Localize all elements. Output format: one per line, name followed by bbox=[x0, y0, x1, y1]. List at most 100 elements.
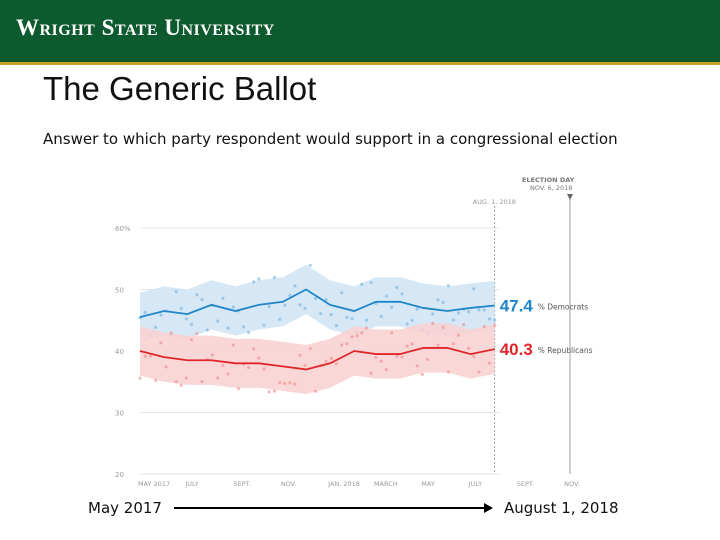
democrat-value-label: 47.4 bbox=[500, 296, 534, 315]
poll-dot bbox=[221, 363, 225, 367]
poll-dot bbox=[283, 381, 287, 386]
poll-dot bbox=[303, 306, 307, 310]
x-tick-label: MAY 2017 bbox=[138, 480, 170, 488]
poll-dot bbox=[410, 318, 414, 322]
poll-dot bbox=[431, 312, 435, 316]
poll-dot bbox=[340, 343, 344, 347]
poll-dot bbox=[267, 390, 271, 394]
x-tick-label: JULY bbox=[184, 480, 198, 488]
poll-dot bbox=[482, 308, 486, 312]
slide-subtitle: Answer to which party respondent would s… bbox=[43, 130, 618, 148]
poll-dot bbox=[360, 331, 364, 335]
poll-dot bbox=[467, 346, 471, 350]
poll-dot bbox=[405, 322, 409, 326]
poll-dot bbox=[324, 359, 328, 363]
poll-dot bbox=[334, 324, 339, 328]
poll-dot bbox=[493, 323, 497, 327]
poll-dot bbox=[482, 324, 486, 329]
poll-dot bbox=[395, 354, 399, 358]
poll-dot bbox=[384, 367, 389, 372]
x-tick-label: JULY bbox=[468, 480, 482, 488]
poll-dot bbox=[415, 307, 419, 311]
poll-dot bbox=[169, 331, 173, 335]
poll-dot bbox=[138, 376, 142, 380]
y-tick-label: 30 bbox=[115, 410, 124, 418]
poll-dot bbox=[446, 370, 450, 374]
poll-dot bbox=[293, 382, 297, 386]
poll-dot bbox=[200, 379, 204, 384]
poll-dot bbox=[451, 342, 456, 346]
poll-dot bbox=[205, 328, 209, 332]
poll-dot bbox=[195, 293, 199, 297]
poll-dot bbox=[184, 376, 188, 380]
republican-range-band bbox=[140, 323, 495, 395]
poll-dot bbox=[334, 362, 339, 366]
poll-dot bbox=[159, 341, 163, 345]
poll-dot bbox=[159, 313, 163, 317]
poll-dot bbox=[345, 315, 349, 319]
poll-dot bbox=[143, 310, 147, 315]
poll-dot bbox=[467, 310, 471, 314]
poll-dot bbox=[355, 334, 359, 338]
poll-dot bbox=[262, 323, 266, 327]
poll-dot bbox=[148, 354, 153, 358]
poll-dot bbox=[345, 342, 349, 346]
poll-dot bbox=[379, 314, 383, 319]
poll-dot bbox=[262, 367, 266, 371]
poll-dot bbox=[369, 371, 373, 375]
poll-dot bbox=[350, 317, 354, 321]
x-tick-label: MARCH bbox=[374, 480, 398, 488]
republican-series-label: % Republicans bbox=[538, 346, 593, 355]
poll-dot bbox=[313, 296, 318, 301]
poll-dot bbox=[390, 331, 394, 335]
poll-dot bbox=[379, 359, 383, 363]
y-tick-label: 40 bbox=[115, 348, 124, 356]
poll-dot bbox=[340, 291, 344, 295]
poll-dot bbox=[179, 306, 183, 310]
poll-dot bbox=[154, 325, 158, 329]
election-day-label: ELECTION DAY bbox=[522, 176, 575, 184]
poll-dot bbox=[267, 305, 271, 309]
poll-dot bbox=[441, 300, 445, 304]
poll-dot bbox=[164, 365, 168, 369]
university-logo-text: Wright State University bbox=[16, 15, 275, 40]
poll-dot bbox=[313, 389, 318, 393]
poll-dot bbox=[195, 331, 199, 336]
poll-dot bbox=[431, 321, 435, 325]
poll-dot bbox=[216, 319, 220, 323]
x-tick-label: JAN. 2018 bbox=[327, 480, 360, 488]
poll-dot bbox=[278, 380, 282, 385]
poll-dot bbox=[247, 330, 251, 335]
poll-dot bbox=[298, 353, 302, 357]
poll-dot bbox=[303, 363, 307, 368]
poll-dot bbox=[415, 364, 419, 368]
poll-dot bbox=[293, 284, 297, 288]
timeline-start-label: May 2017 bbox=[88, 499, 162, 517]
poll-dot bbox=[441, 325, 445, 329]
x-tick-label: NOV. bbox=[564, 480, 580, 488]
x-tick-label: NOV. bbox=[281, 480, 297, 488]
democrat-range-band bbox=[140, 264, 495, 342]
poll-dot bbox=[405, 344, 409, 348]
poll-dot bbox=[384, 294, 389, 298]
election-day-date: NOV. 6, 2018 bbox=[530, 184, 572, 192]
poll-dot bbox=[252, 347, 256, 351]
poll-dot bbox=[487, 317, 492, 321]
poll-dot bbox=[298, 303, 302, 307]
poll-dot bbox=[288, 381, 292, 385]
poll-dot bbox=[247, 365, 251, 370]
republican-line bbox=[139, 347, 495, 371]
aug-1-marker-label: AUG. 1, 2018 bbox=[473, 198, 516, 206]
poll-dot bbox=[477, 308, 481, 312]
header-banner: Wright State University bbox=[0, 0, 720, 62]
poll-dot bbox=[226, 372, 230, 376]
election-day-arrow-icon bbox=[567, 194, 573, 200]
poll-dot bbox=[374, 355, 378, 360]
timeline-arrow-head bbox=[484, 503, 493, 513]
poll-dot bbox=[456, 333, 461, 337]
poll-dot bbox=[324, 297, 328, 302]
poll-dot bbox=[179, 383, 183, 387]
poll-dot bbox=[477, 370, 481, 374]
generic-ballot-chart: 20 30 40 50 60% MAY 2017 JULY SEPT. NOV. JAN. 201… bbox=[115, 176, 593, 488]
poll-dot bbox=[216, 376, 220, 380]
